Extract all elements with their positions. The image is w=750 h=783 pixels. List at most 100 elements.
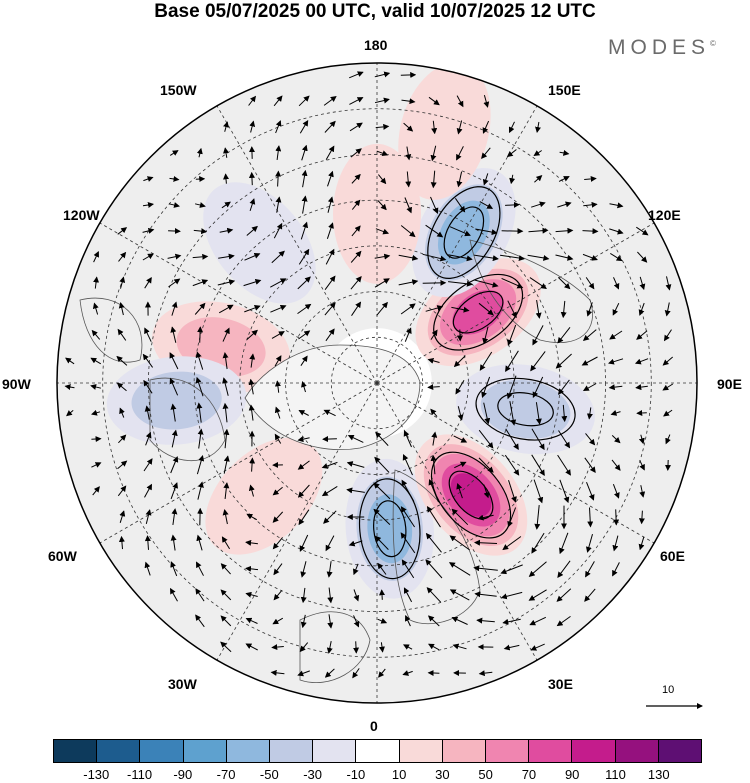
wind-arrow (558, 430, 571, 449)
wind-arrow (634, 358, 649, 365)
wind-arrow (456, 171, 463, 188)
contour-line (497, 392, 554, 427)
wind-arrow (144, 327, 152, 342)
wind-arrow (244, 305, 261, 313)
wind-arrow (244, 253, 261, 261)
wind-arrow (530, 351, 546, 372)
wind-arrow (325, 145, 335, 160)
wind-arrow (556, 588, 572, 602)
contour-line (448, 470, 494, 520)
colorbar-tick-label: -30 (303, 767, 322, 782)
wind-arrow (532, 325, 544, 346)
wind-arrow (374, 278, 390, 288)
wind-arrow (557, 560, 571, 579)
wind-arrow (297, 276, 311, 290)
wind-arrow (297, 303, 312, 315)
wind-arrow (245, 643, 258, 651)
wind-arrow (662, 356, 674, 366)
wind-arrow (91, 329, 101, 340)
wind-arrow (222, 509, 229, 525)
colorbar-tick-label: -130 (83, 767, 110, 782)
wind-arrow (349, 122, 363, 132)
lon-label-90w: 90W (2, 376, 31, 392)
wind-arrow (483, 402, 491, 425)
wind-arrow (635, 384, 648, 391)
colorbar-swatch (313, 740, 357, 762)
map-boundary (56, 62, 698, 704)
wind-arrow (275, 196, 282, 213)
wind-arrow (118, 302, 125, 316)
colorbar-swatch (486, 740, 530, 762)
wind-arrow (532, 376, 544, 399)
wind-arrow (453, 355, 466, 368)
wind-arrow (378, 642, 385, 653)
wind-arrow (582, 383, 597, 391)
wind-arrow (271, 331, 285, 339)
wind-arrow (456, 95, 464, 108)
wind-arrow (327, 587, 334, 604)
wind-arrow (170, 587, 178, 602)
wind-arrow (611, 435, 621, 444)
wind-arrow (119, 510, 126, 523)
wind-arrow (477, 514, 494, 521)
wind-arrow (351, 173, 361, 184)
wind-arrow (144, 561, 151, 576)
wind-arrow (474, 279, 499, 288)
colorbar-tick-label: -10 (346, 767, 366, 782)
wind-arrow (194, 302, 206, 315)
wind-arrow (222, 402, 229, 423)
lon-label-30e: 30E (548, 676, 573, 692)
wind-arrow (528, 561, 547, 577)
colorbar-swatch (615, 740, 659, 762)
lon-label-90e: 90E (717, 376, 742, 392)
wind-arrow (557, 326, 571, 344)
wind-arrow (297, 484, 310, 498)
wind-arrow (323, 96, 337, 106)
wind-arrow (531, 454, 545, 477)
wind-arrow (638, 510, 645, 525)
colorbar-swatch (97, 740, 141, 762)
wind-arrow (325, 535, 335, 552)
wind-arrow (273, 563, 283, 576)
wind-arrow (196, 534, 203, 551)
wind-arrow (474, 254, 499, 262)
wind-arrow (196, 561, 204, 576)
wind-arrow (638, 434, 645, 445)
wind-arrow (169, 352, 179, 370)
wind-arrow (119, 276, 126, 289)
wind-arrow (299, 534, 309, 552)
wind-arrow (612, 302, 620, 316)
wind-arrow (662, 383, 674, 391)
wind-arrow (170, 482, 178, 500)
wind-arrow (428, 96, 440, 106)
colorbar-tick-label: -50 (259, 767, 279, 782)
colorbar-tick-label: 130 (647, 767, 670, 782)
wind-arrow (271, 250, 285, 264)
wind-arrow (473, 565, 498, 572)
wind-arrow (194, 202, 206, 208)
wind-arrow (531, 428, 545, 451)
wind-arrow (482, 120, 490, 134)
wind-arrow (508, 480, 517, 503)
wind-arrow (327, 196, 334, 213)
wind-arrow (116, 355, 128, 366)
wind-arrow (299, 119, 309, 134)
wind-arrow (223, 428, 230, 449)
colorbar-swatch (270, 740, 314, 762)
colorbar-tick-label: 110 (605, 767, 626, 782)
wind-arrow (509, 401, 517, 426)
wind-arrow (528, 227, 549, 234)
wind-arrow (402, 670, 413, 676)
wind-arrow (118, 535, 125, 550)
wind-arrow (300, 355, 308, 366)
wind-arrow (65, 357, 75, 365)
wind-arrow (270, 304, 287, 313)
wind-arrow (612, 535, 619, 552)
wind-arrow (219, 227, 234, 234)
colorbar-tick-label: 70 (521, 767, 537, 782)
wind-arrow (169, 175, 180, 182)
wind-arrow (457, 406, 464, 421)
wind-arrow (403, 122, 414, 132)
wind-arrow (195, 614, 205, 628)
wind-arrow (300, 614, 307, 629)
